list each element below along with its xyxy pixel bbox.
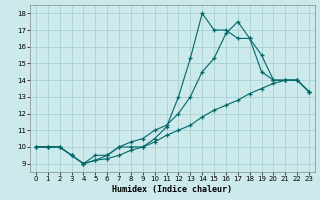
X-axis label: Humidex (Indice chaleur): Humidex (Indice chaleur) [113, 185, 233, 194]
